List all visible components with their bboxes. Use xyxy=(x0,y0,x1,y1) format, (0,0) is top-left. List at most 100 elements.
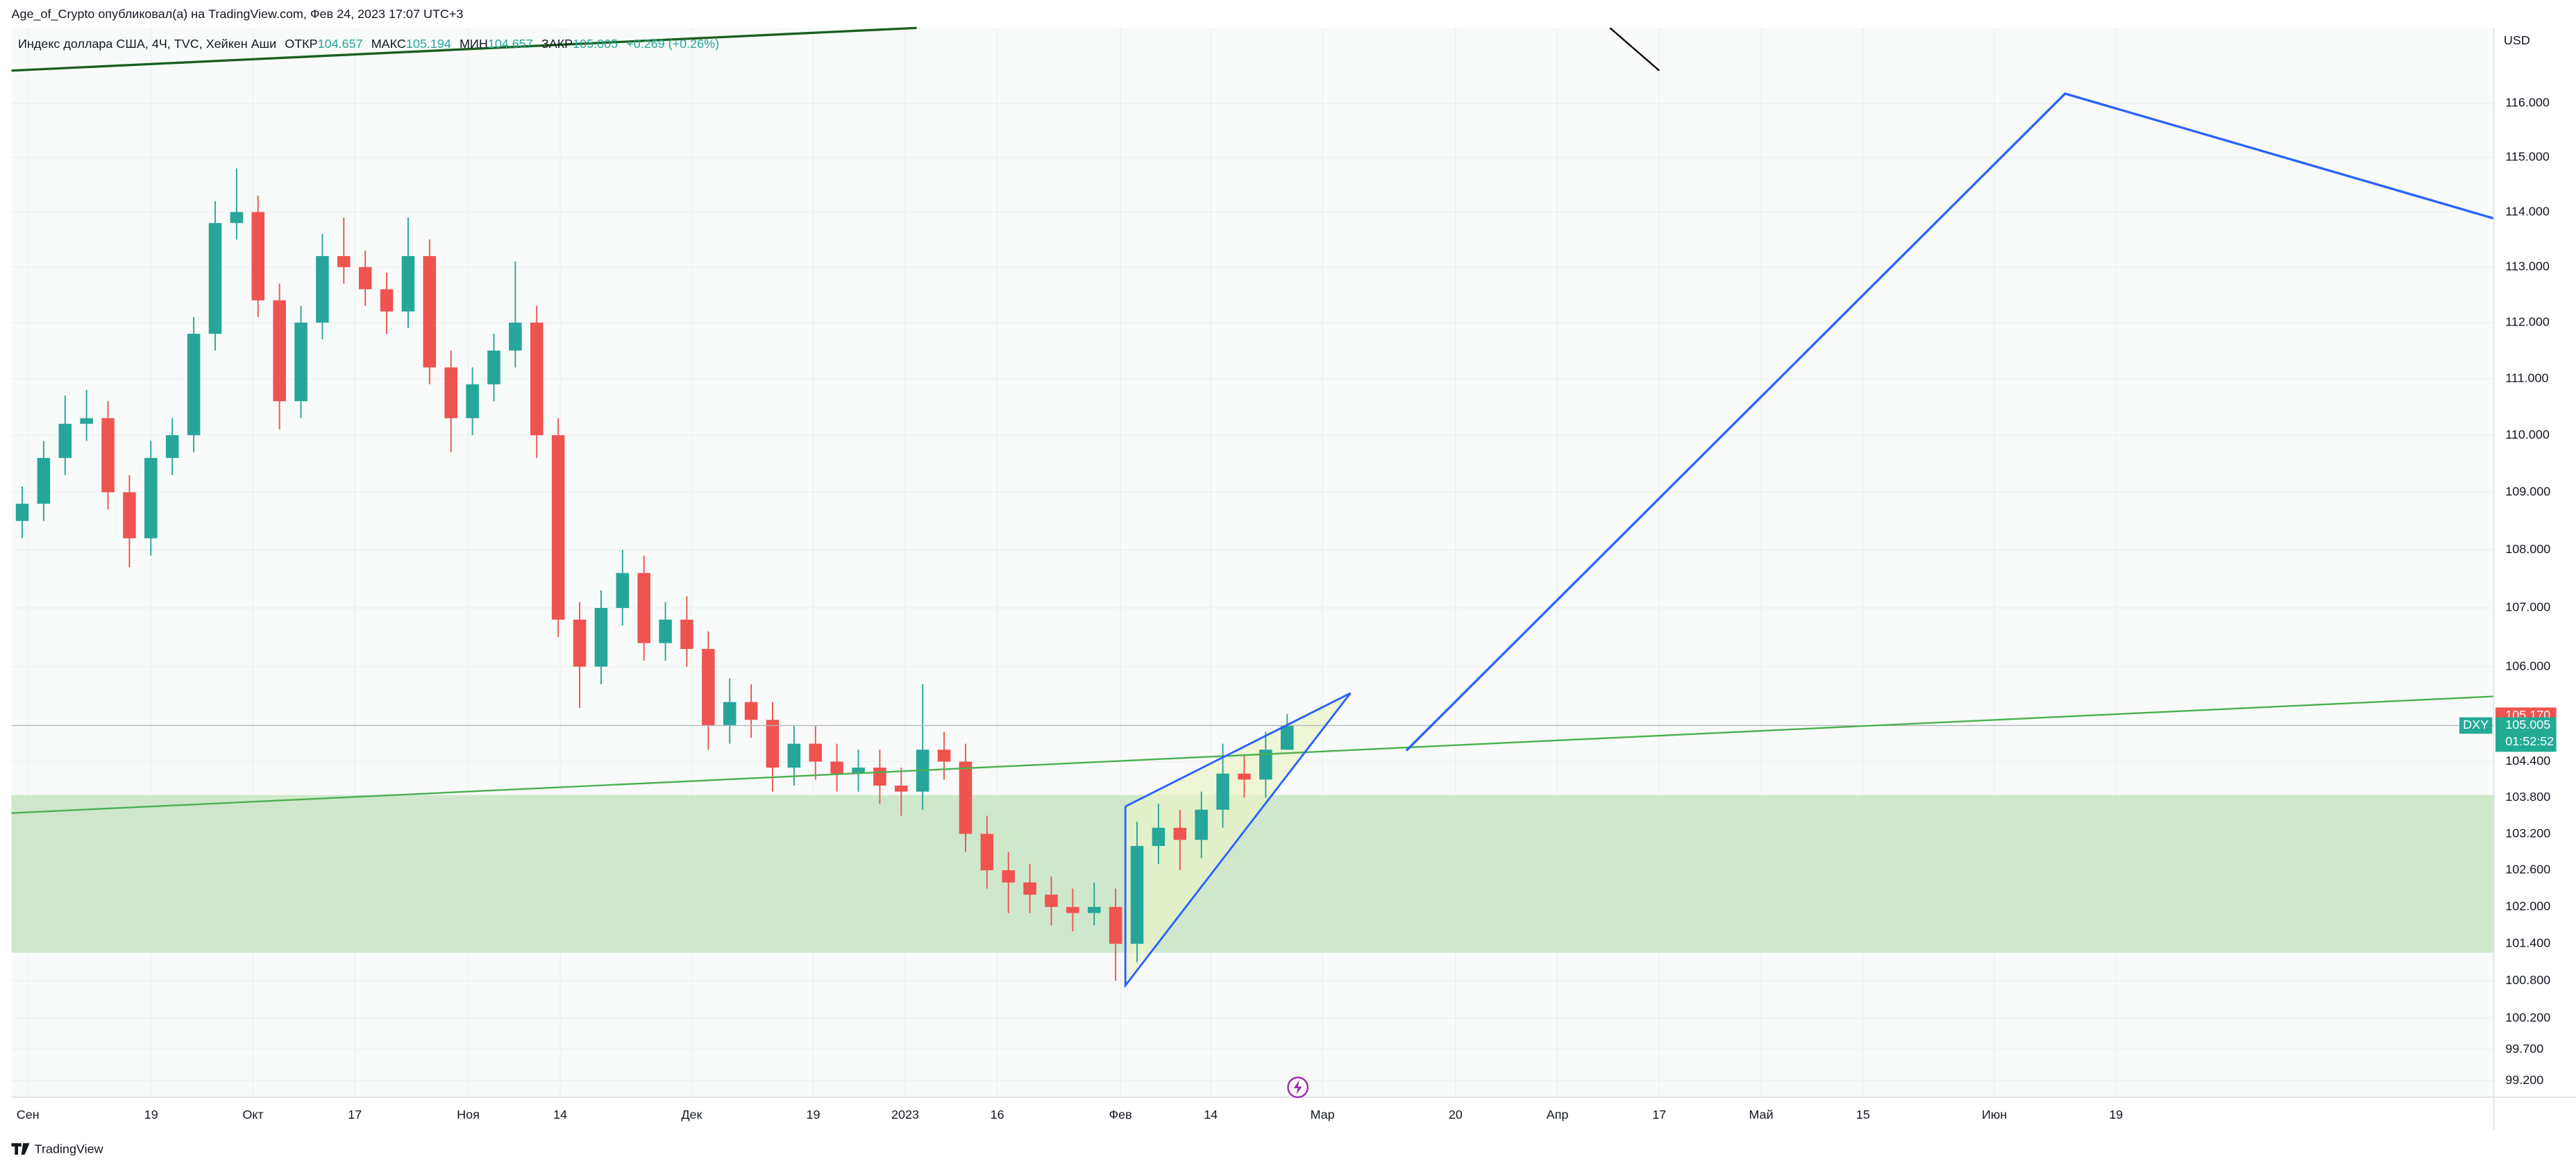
candle-body xyxy=(509,322,522,351)
candle-body xyxy=(251,212,265,301)
y-tick-label: 102.000 xyxy=(2505,899,2550,913)
candle-body xyxy=(1259,750,1272,780)
x-tick-label: Окт xyxy=(242,1108,263,1122)
x-tick-label: Апр xyxy=(1547,1108,1569,1122)
candle-body xyxy=(702,649,715,726)
y-tick-label: 110.000 xyxy=(2505,428,2550,441)
candle-body xyxy=(187,333,201,436)
x-tick-label: 15 xyxy=(1856,1108,1870,1122)
legend-value: 104.657 xyxy=(488,37,533,51)
y-tick-label: 112.000 xyxy=(2505,315,2550,329)
candle-body xyxy=(58,423,72,458)
candle-body xyxy=(294,322,308,402)
legend-symbol: Индекс доллара США, 4Ч, TVC, Хейкен Аши xyxy=(18,37,276,51)
brand: TradingView xyxy=(35,1142,104,1156)
candle-body xyxy=(573,619,587,667)
candle-body xyxy=(444,367,457,418)
candle-body xyxy=(744,702,758,720)
candle-body xyxy=(937,750,951,762)
x-tick-label: Мар xyxy=(1311,1108,1335,1122)
candle-body xyxy=(316,255,329,323)
candle-body xyxy=(1045,895,1058,907)
candle-body xyxy=(208,223,222,334)
candle-body xyxy=(101,418,115,493)
candle-body xyxy=(852,768,865,774)
y-tick-label: 116.000 xyxy=(2505,96,2550,110)
x-tick-label: 14 xyxy=(553,1108,567,1122)
candle-body xyxy=(80,418,93,424)
last-price-label: 105.005 xyxy=(2505,718,2550,731)
candle-body xyxy=(1109,906,1122,944)
legend-value: 104.657 xyxy=(318,37,363,51)
candle-body xyxy=(144,457,158,539)
candle-body xyxy=(337,255,351,267)
ticker: DXY xyxy=(2463,718,2489,731)
candle-body xyxy=(1238,773,1251,780)
candle-body xyxy=(123,492,136,539)
x-tick-label: 17 xyxy=(348,1108,362,1122)
candle-body xyxy=(1152,827,1165,846)
logo xyxy=(11,1143,30,1155)
candle-body xyxy=(1066,906,1079,913)
y-tick-label: 99.200 xyxy=(2505,1073,2543,1087)
y-tick-label: 103.800 xyxy=(2505,790,2550,804)
candle-body xyxy=(401,255,415,312)
events-bolt xyxy=(1293,1080,1302,1095)
x-tick-label: 17 xyxy=(1652,1108,1666,1122)
x-tick-label: 19 xyxy=(2109,1108,2123,1122)
candle-body xyxy=(959,761,973,834)
candle-body xyxy=(980,833,994,871)
candle-body xyxy=(1088,906,1101,913)
legend-value: 105.194 xyxy=(406,37,451,51)
candle-body xyxy=(873,768,886,786)
y-tick-label: 107.000 xyxy=(2505,600,2550,614)
projection xyxy=(1405,92,2495,752)
trend-line-top xyxy=(11,26,917,72)
x-tick-label: 19 xyxy=(144,1108,158,1122)
candle-body xyxy=(551,435,565,620)
x-tick-label: 19 xyxy=(807,1108,820,1122)
y-tick-label: 114.000 xyxy=(2505,204,2550,218)
candle-body xyxy=(680,619,693,650)
x-tick-label: Май xyxy=(1749,1108,1774,1122)
candle-body xyxy=(809,743,823,762)
candle-body xyxy=(637,573,650,643)
y-tick-label: 109.000 xyxy=(2505,484,2550,498)
candle-body xyxy=(659,619,672,643)
y-tick-label: 113.000 xyxy=(2505,260,2550,273)
candle-body xyxy=(380,289,394,312)
candle-body xyxy=(273,300,286,402)
y-tick-label: 111.000 xyxy=(2505,371,2548,384)
legend-label: МАКС xyxy=(371,37,406,51)
candle-body xyxy=(594,608,608,667)
candle-body xyxy=(1130,845,1144,944)
y-tick-label: 103.200 xyxy=(2505,826,2550,840)
candle-body xyxy=(530,322,544,436)
candle-body xyxy=(1173,827,1187,840)
candle-body xyxy=(423,255,437,368)
drawn-line xyxy=(1609,27,1660,71)
candle-body xyxy=(766,720,780,768)
y-tick-label: 106.000 xyxy=(2505,659,2550,672)
wedge xyxy=(1124,692,1352,989)
legend-value: 105.005 xyxy=(573,37,618,51)
publisher: Age_of_Crypto опубликовал(а) на TradingV… xyxy=(12,7,464,22)
currency: USD xyxy=(2504,33,2530,47)
y-tick-label: 104.400 xyxy=(2505,754,2550,768)
last-price-box xyxy=(2495,717,2557,752)
legend-label: ОТКР xyxy=(285,37,317,51)
candle-body xyxy=(1216,773,1229,810)
x-tick-label: 20 xyxy=(1449,1108,1463,1122)
candle-body xyxy=(830,761,843,774)
ticker-box xyxy=(2459,717,2493,734)
x-tick-label: Фев xyxy=(1109,1108,1131,1122)
legend-change: +0.269 (+0.26%) xyxy=(626,37,719,51)
legend-label: ЗАКР xyxy=(541,37,573,51)
candle-body xyxy=(1280,725,1294,750)
candle-body xyxy=(1195,809,1208,840)
y-tick-label: 115.000 xyxy=(2505,150,2550,164)
y-tick-label: 100.800 xyxy=(2505,973,2550,987)
candle-body xyxy=(230,212,244,223)
x-tick-label: 2023 xyxy=(891,1108,919,1122)
